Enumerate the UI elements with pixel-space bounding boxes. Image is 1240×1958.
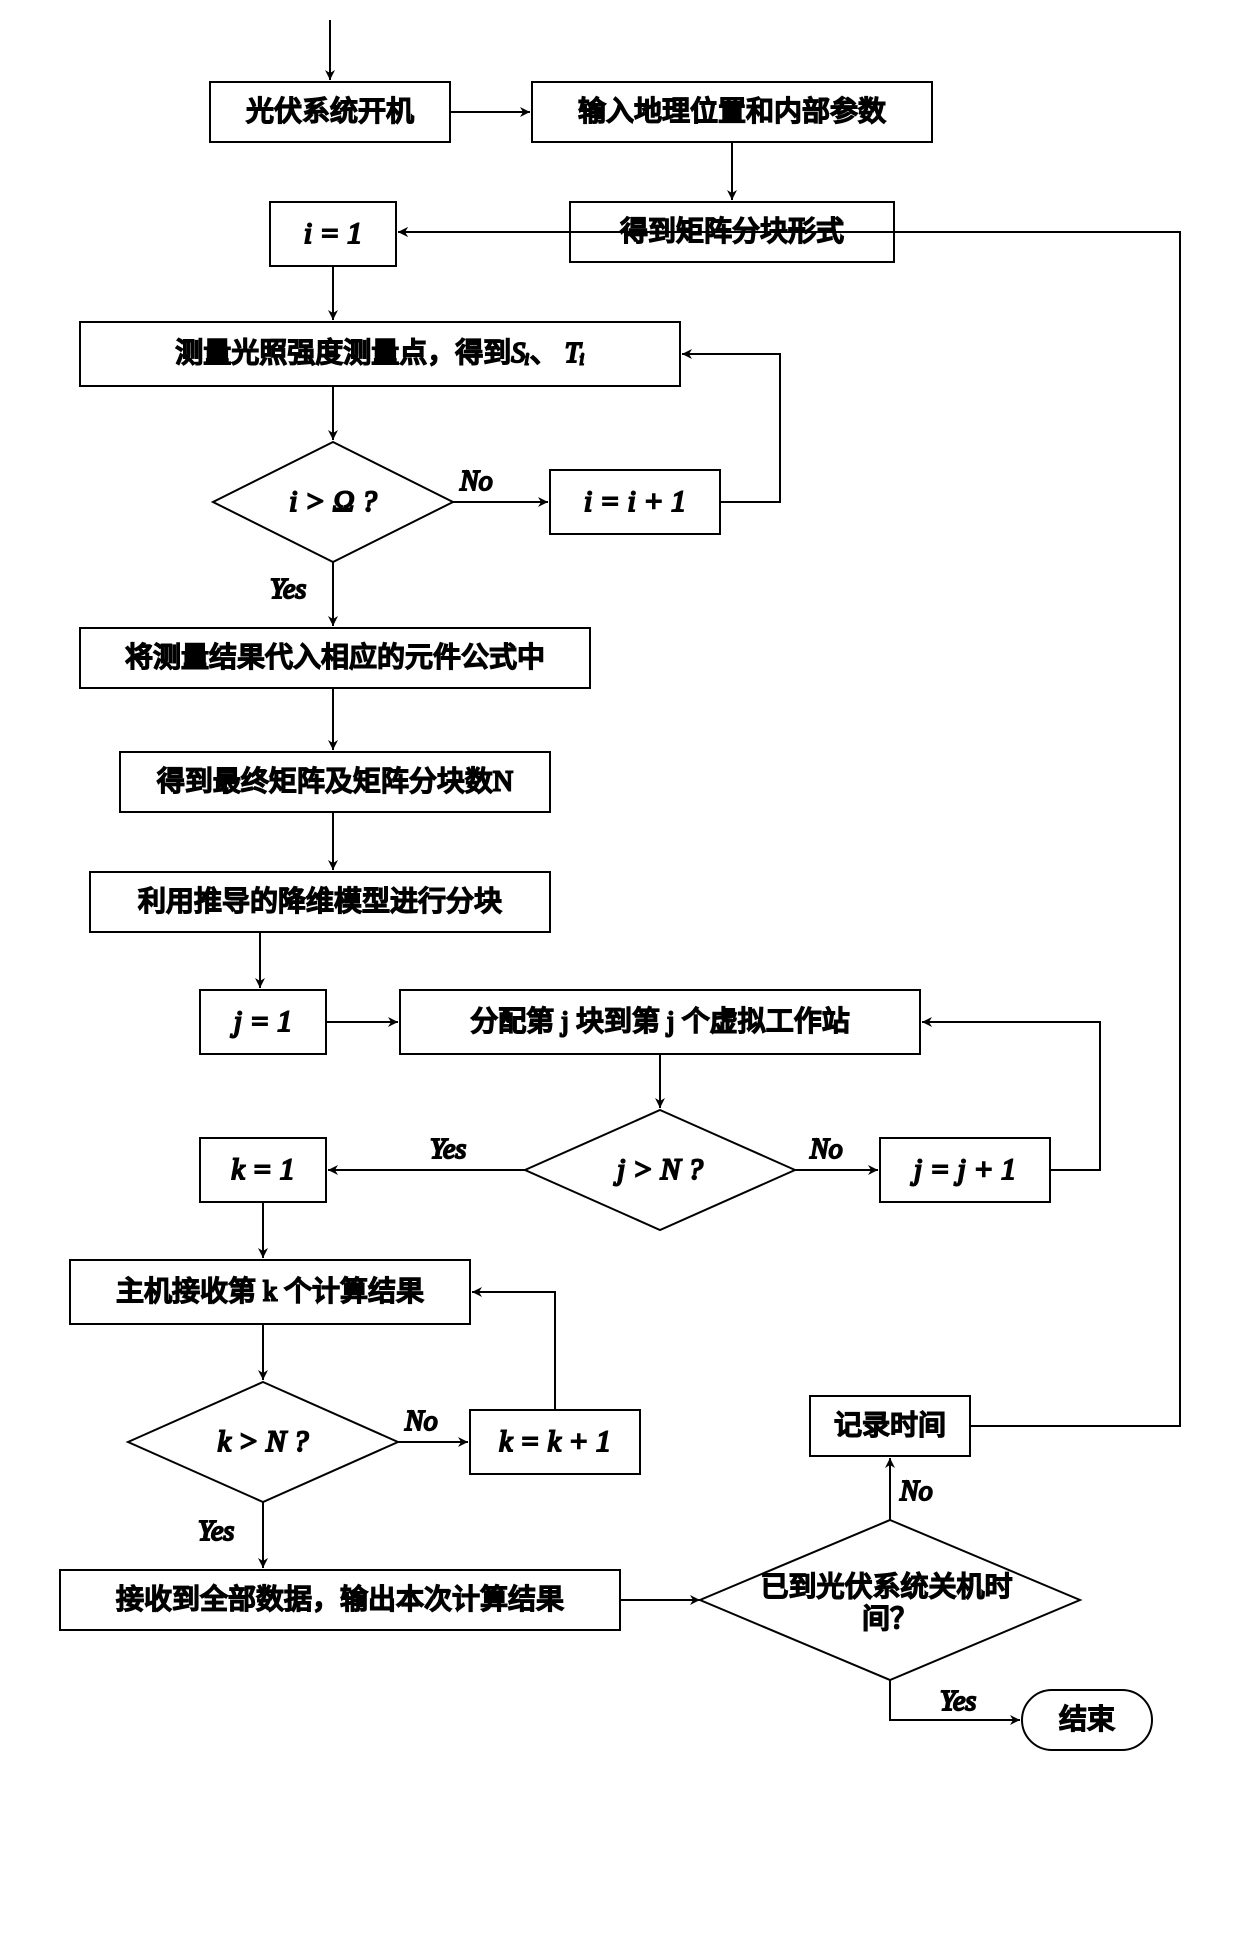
node-i-init-label: i = 1 xyxy=(304,217,363,250)
node-measure-label: 测量光照强度测量点，得到Sᵢ、 Tᵢ xyxy=(175,337,584,369)
edge-label-no-1: No xyxy=(459,466,493,497)
node-i-incr-label: i = i + 1 xyxy=(584,485,686,518)
node-j-check-label: j > N ? xyxy=(613,1153,703,1186)
edge-label-yes-1: Yes xyxy=(270,574,306,605)
edge-label-no-4: No xyxy=(899,1476,933,1507)
edge-label-yes-3: Yes xyxy=(198,1516,234,1547)
node-j-init-label: j = 1 xyxy=(230,1005,293,1038)
node-substitute-label: 将测量结果代入相应的元件公式中 xyxy=(125,641,545,673)
node-k-check-label: k > N ? xyxy=(217,1425,308,1458)
edge-label-yes-2: Yes xyxy=(430,1134,466,1165)
flowchart-group: 光伏系统开机 输入地理位置和内部参数 得到矩阵分块形式 i = 1 测量光照强度… xyxy=(60,20,1180,1750)
node-k-incr-label: k = k + 1 xyxy=(499,1425,611,1458)
node-j-incr-label: j = j + 1 xyxy=(910,1153,1016,1186)
edge-label-yes-4: Yes xyxy=(940,1686,976,1717)
node-dim-reduce-label: 利用推导的降维模型进行分块 xyxy=(138,885,502,917)
node-final-matrix-label: 得到最终矩阵及矩阵分块数N xyxy=(157,765,513,797)
node-input-params-label: 输入地理位置和内部参数 xyxy=(578,95,886,127)
edge-label-no-2: No xyxy=(809,1134,843,1165)
node-k-init-label: k = 1 xyxy=(231,1153,295,1186)
node-host-receive-label: 主机接收第 k 个计算结果 xyxy=(116,1275,424,1307)
node-pv-start-label: 光伏系统开机 xyxy=(246,95,414,127)
node-end-label: 结束 xyxy=(1059,1703,1115,1735)
edge-label-no-3: No xyxy=(404,1406,438,1437)
node-i-check-label: i > Ω ? xyxy=(289,485,377,518)
node-output-result-label: 接收到全部数据，输出本次计算结果 xyxy=(116,1583,564,1615)
node-assign-block-label: 分配第 j 块到第 j 个虚拟工作站 xyxy=(470,1005,850,1037)
flowchart-svg: 光伏系统开机 输入地理位置和内部参数 得到矩阵分块形式 i = 1 测量光照强度… xyxy=(0,0,1240,1958)
node-record-time-label: 记录时间 xyxy=(834,1409,946,1441)
